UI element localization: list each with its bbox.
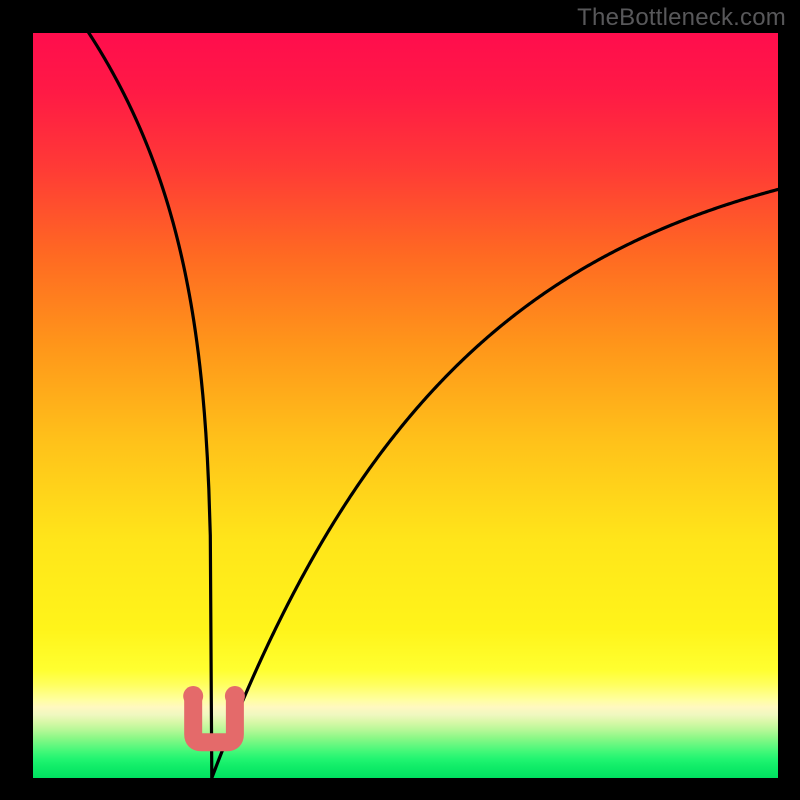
watermark-text: TheBottleneck.com — [577, 4, 786, 32]
chart-frame: TheBottleneck.com — [0, 0, 800, 800]
bottleneck-chart — [33, 33, 778, 778]
gradient-background — [33, 33, 778, 778]
